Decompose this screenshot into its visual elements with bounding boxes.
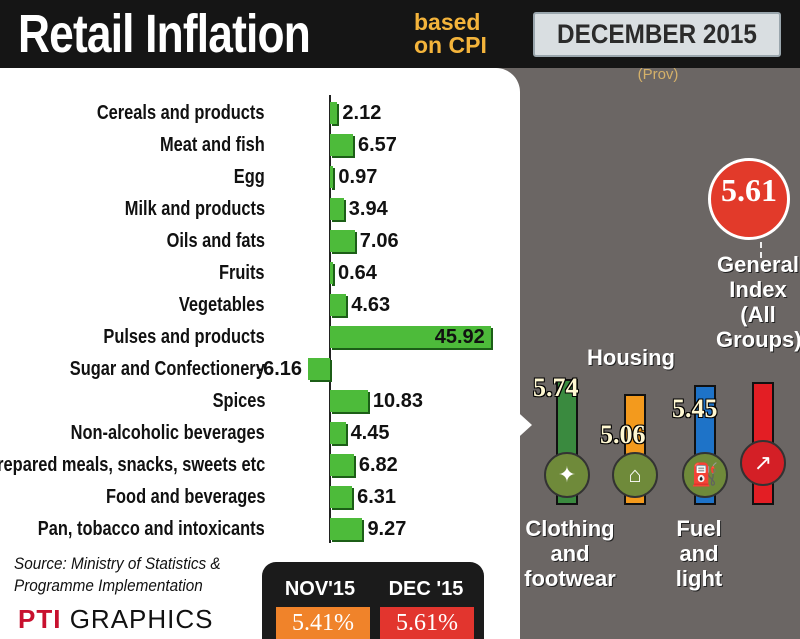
category-value: 6.82 [358, 454, 398, 476]
category-value: 6.57 [357, 134, 397, 156]
category-bar [330, 166, 334, 188]
label-clothing-1: Clothing [525, 516, 615, 541]
category-bar [330, 486, 353, 508]
category-value: 10.83 [372, 390, 423, 412]
category-label: Pan, tobacco and intoxicants [38, 518, 265, 540]
credit-text: GRAPHICS [69, 604, 214, 634]
category-label: Vegetables [179, 294, 265, 316]
source-line-1: Source: Ministry of Statistics & [14, 554, 221, 573]
category-bar [330, 198, 344, 220]
header: Retail Inflation based on CPI DECEMBER 2… [0, 0, 800, 68]
category-label: Pulses and products [103, 326, 265, 348]
label-general-2: Index [729, 277, 787, 302]
category-bar [330, 262, 333, 284]
category-value: 2.12 [342, 102, 382, 124]
category-bar [330, 102, 338, 124]
house-icon: ⌂ [612, 452, 658, 498]
category-bar [330, 422, 346, 444]
category-value: 45.92 [434, 326, 485, 348]
category-label: Spices [212, 390, 265, 412]
label-general-3: (All [740, 302, 776, 327]
date-text: DECEMBER 2015 [557, 19, 757, 49]
date-badge: DECEMBER 2015 [533, 12, 781, 57]
pti-logo: PTI [18, 604, 62, 634]
source-note: Source: Ministry of Statistics & Program… [14, 553, 221, 597]
label-housing: Housing [587, 345, 675, 370]
label-general-index: General Index (All Groups) [716, 252, 800, 352]
category-label: Sugar and Confectionery [69, 358, 265, 380]
category-bar [330, 518, 363, 540]
label-general-1: General [717, 252, 799, 277]
chart-title: Retail Inflation [18, 4, 311, 64]
provisional-note: (Prov) [637, 66, 679, 83]
category-label: Food and beverages [105, 486, 265, 508]
category-label: Meat and fish [160, 134, 265, 156]
label-fuel-1: Fuel [676, 516, 722, 541]
category-value: 6.31 [357, 486, 397, 508]
zero-axis [329, 95, 331, 543]
general-index-badge-value: 5.61 [721, 172, 777, 208]
category-bar [330, 294, 347, 316]
category-panel [0, 68, 520, 639]
category-label: Fruits [219, 262, 265, 284]
shirt-icon: ✦ [544, 452, 590, 498]
category-value: 0.97 [338, 166, 378, 188]
category-value: 3.94 [348, 198, 388, 220]
label-fuel-2: and [679, 541, 719, 566]
dec-label: DEC '15 [388, 578, 464, 600]
dec-value: 5.61% [380, 607, 474, 639]
group-value: 5.06 [600, 420, 646, 449]
category-label: Egg [234, 166, 265, 188]
group-value: 5.74 [533, 373, 579, 402]
category-value: 0.64 [338, 262, 377, 284]
credit: PTI GRAPHICS [18, 604, 214, 635]
category-bar [330, 326, 491, 348]
nov-label: NOV'15 [284, 578, 356, 600]
label-general-4: Groups) [716, 327, 800, 352]
month-comparison: NOV'15 DEC '15 5.41% 5.61% [262, 562, 484, 639]
label-clothing: Clothing and footwear [520, 516, 620, 591]
category-value: 9.27 [367, 518, 407, 540]
category-label: Milk and products [124, 198, 265, 220]
label-clothing-3: footwear [524, 566, 616, 591]
group-value: 5.45 [672, 394, 718, 423]
panel-pointer [510, 405, 532, 445]
source-line-2: Programme Implementation [14, 576, 203, 595]
trend-chart-icon: ↗ [740, 440, 786, 486]
category-label: Cereals and products [97, 102, 265, 124]
label-fuel: Fuel and light [664, 516, 734, 591]
category-bar [330, 454, 354, 476]
category-bar [330, 230, 355, 252]
label-fuel-3: light [675, 566, 723, 591]
category-label: Prepared meals, snacks, sweets etc [0, 454, 265, 476]
nov-value: 5.41% [276, 607, 370, 639]
category-label: Oils and fats [166, 230, 265, 252]
category-value: -6.16 [256, 358, 303, 380]
category-bar [330, 134, 353, 156]
category-value: 4.45 [350, 422, 390, 444]
category-bar [308, 358, 330, 380]
chart-subtitle: based on CPI [414, 9, 487, 58]
category-bar [330, 390, 368, 412]
category-value: 4.63 [351, 294, 391, 316]
general-index-badge [708, 158, 790, 240]
fuel-pump-icon: ⛽ [682, 452, 728, 498]
category-value: 7.06 [359, 230, 399, 252]
label-clothing-2: and [550, 541, 590, 566]
general-index-connector [760, 242, 762, 258]
category-label: Non-alcoholic beverages [70, 422, 265, 444]
